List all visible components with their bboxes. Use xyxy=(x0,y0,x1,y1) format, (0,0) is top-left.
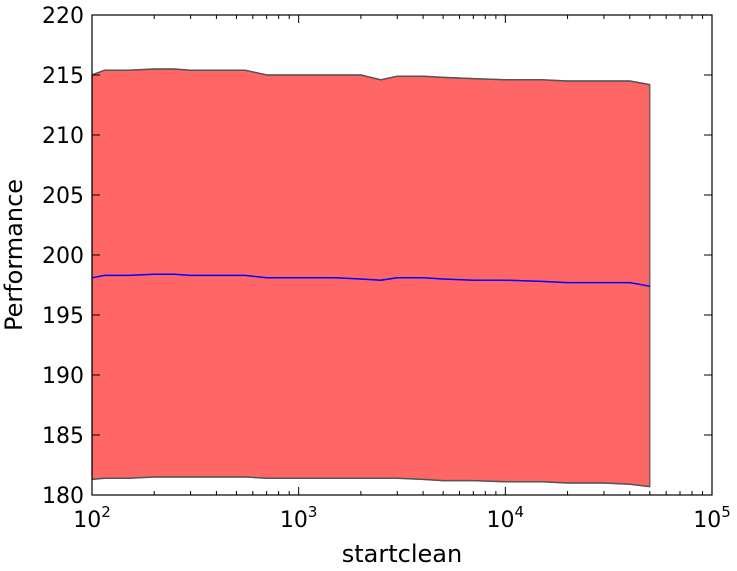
y-axis-title: Performance xyxy=(0,179,28,331)
band-area xyxy=(91,68,651,488)
x-tick-label: 103 xyxy=(280,503,318,533)
x-tick-exponent: 4 xyxy=(515,503,525,521)
x-tick-label: 104 xyxy=(487,503,525,533)
y-tick-label: 185 xyxy=(42,424,84,449)
y-tick-label: 180 xyxy=(42,484,84,509)
series-layer xyxy=(91,68,651,488)
upper-edge-line xyxy=(91,68,650,86)
y-tick-label: 220 xyxy=(42,4,84,29)
y-tick-label: 205 xyxy=(42,184,84,209)
lower-edge-line xyxy=(91,476,650,488)
y-axis: 180 185 190 195 200 205 210 215 220 xyxy=(42,4,712,509)
x-tick-exponent: 3 xyxy=(308,503,318,521)
x-tick-exponent: 5 xyxy=(721,503,731,521)
mean-line xyxy=(91,273,650,287)
y-tick-label: 200 xyxy=(42,244,84,269)
x-tick-label: 105 xyxy=(693,503,731,533)
x-axis-title: startclean xyxy=(342,540,462,568)
y-tick-label: 195 xyxy=(42,304,84,329)
y-tick-label: 215 xyxy=(42,64,84,89)
x-tick-exponent: 2 xyxy=(101,503,111,521)
y-tick-label: 210 xyxy=(42,124,84,149)
y-tick-label: 190 xyxy=(42,364,84,389)
